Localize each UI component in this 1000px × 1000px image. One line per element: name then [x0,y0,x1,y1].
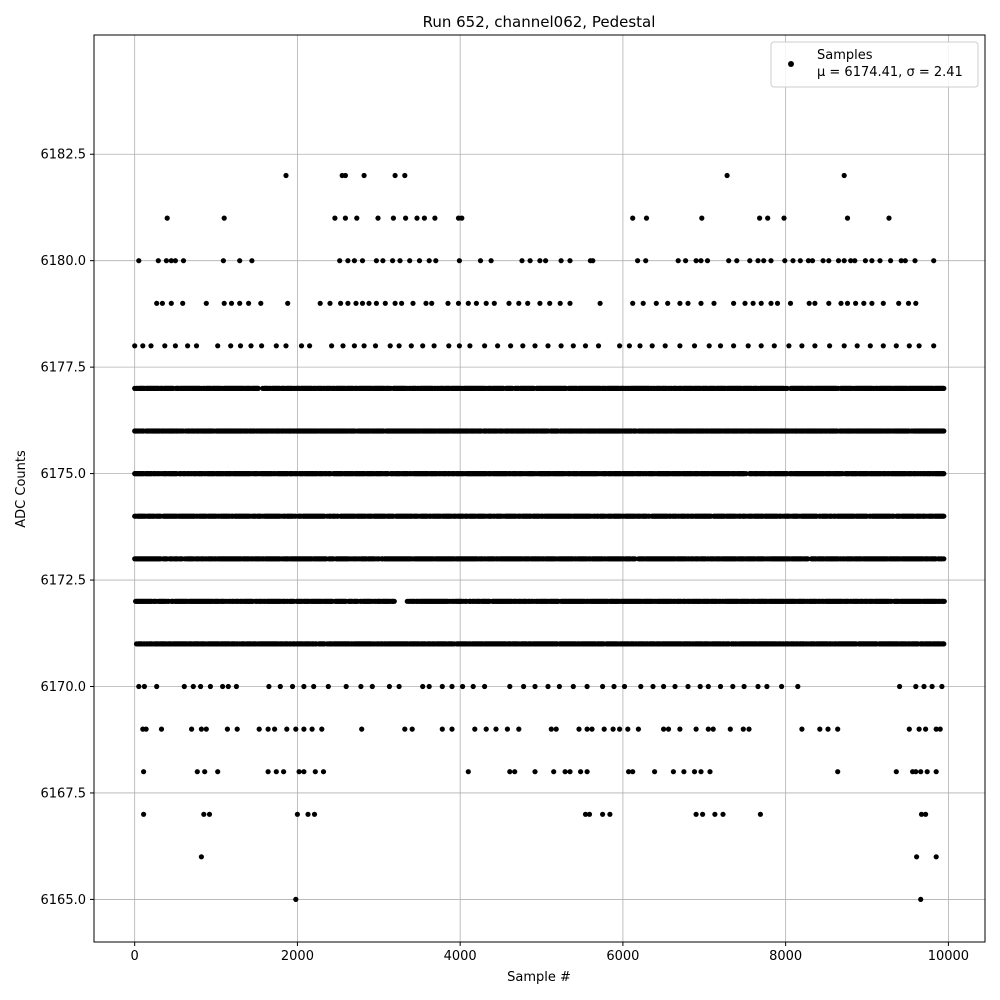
data-point [941,471,947,477]
data-point [941,598,947,604]
data-point [255,385,261,391]
data-point [805,556,811,562]
data-point [941,641,947,647]
data-point [391,598,397,604]
data-point [941,556,947,562]
data-point [632,556,638,562]
data-points [132,172,947,903]
data-point [941,513,947,519]
data-point [941,428,947,434]
